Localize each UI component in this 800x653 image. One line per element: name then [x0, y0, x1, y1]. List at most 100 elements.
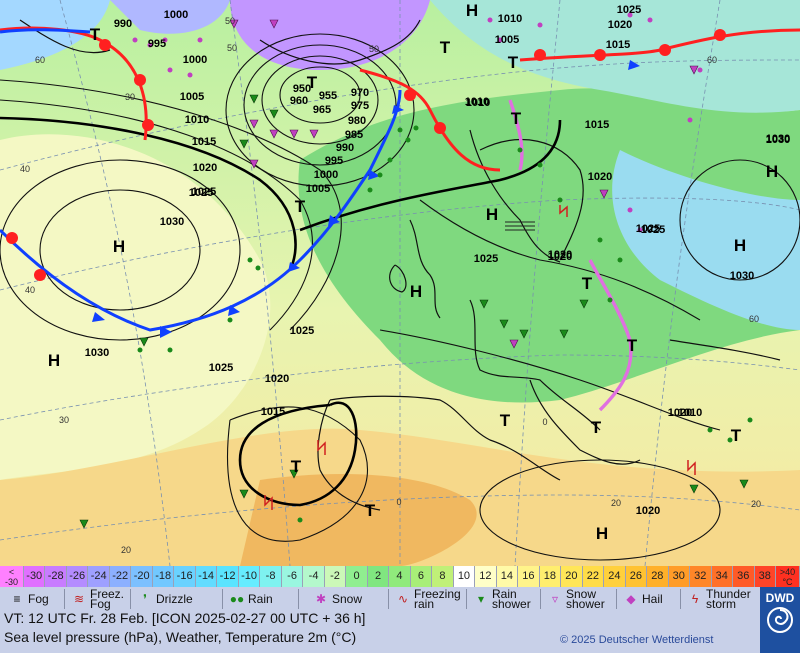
- hail-icon: ◆: [626, 592, 636, 606]
- pressure-label: 1020: [548, 249, 572, 261]
- legend-label: Thunder storm: [706, 587, 751, 611]
- coastlines: [19, 19, 781, 511]
- warm-front: [0, 26, 148, 141]
- fronts: [0, 26, 800, 412]
- scale-swatch: -26: [66, 566, 89, 587]
- pressure-labels: 990 1000 995 1000 1005 1010 1015 1020 10…: [85, 4, 790, 517]
- isobar: [0, 159, 241, 341]
- scale-swatch: 24: [604, 566, 626, 587]
- pressure-label: 1020: [265, 373, 289, 385]
- snow-icon: ✱: [315, 592, 327, 606]
- europe-green-zone: [298, 88, 800, 403]
- scale-swatch: -24: [88, 566, 110, 587]
- pressure-label: 1020: [588, 171, 612, 183]
- graticule: [0, 0, 800, 566]
- scale-swatch: 18: [539, 566, 562, 587]
- pressure-label: 955: [319, 90, 337, 102]
- scale-swatch: 26: [625, 566, 648, 587]
- low-center: T: [440, 38, 451, 57]
- scale-swatch: -28: [45, 566, 67, 587]
- pressure-label: 1015: [261, 406, 285, 418]
- pressure-label: 995: [148, 38, 166, 50]
- pressure-label: 1020: [193, 162, 217, 174]
- legend-fog: ≡ Fog: [6, 589, 49, 609]
- scale-swatch: -18: [152, 566, 175, 587]
- isobar-thick: [0, 116, 297, 271]
- legend-rain: ●● Rain: [226, 589, 273, 609]
- high-center: H: [766, 162, 778, 181]
- pressure-label: 1020: [668, 407, 692, 419]
- snow-symbols: [132, 12, 703, 233]
- weather-legend: ≡ Fog ≋ Freez. Fog ❜ Drizzle ●● Rain ✱ Sn…: [0, 587, 760, 611]
- pressure-label: 975: [351, 100, 369, 112]
- ireland-coast: [389, 264, 407, 293]
- scale-swatch: -8: [260, 566, 282, 587]
- legend-label: Fog: [28, 592, 49, 606]
- scale-swatch: 36: [733, 566, 755, 587]
- pressure-label: 980: [348, 115, 366, 127]
- temp-label: 50: [369, 44, 379, 54]
- isobar-thick: [238, 401, 358, 507]
- temp-label: 0: [396, 497, 401, 507]
- greenland-coast: [259, 19, 421, 65]
- pressure-label: 1000: [314, 169, 338, 181]
- snow-shower-icon: ▿: [551, 592, 559, 606]
- rain-shower-symbols: [79, 94, 749, 529]
- cold-front: [0, 28, 91, 34]
- pressure-label: 950: [293, 83, 311, 95]
- scale-swatch: 22: [582, 566, 605, 587]
- pressure-label: 1020: [636, 505, 660, 517]
- legend-label: Snow: [332, 592, 363, 606]
- legend-label: Rain: [248, 592, 273, 606]
- scale-swatch: 4: [389, 566, 411, 587]
- legend-snow-shower: ▿ Snow shower: [544, 588, 605, 610]
- pressure-label: 995: [325, 155, 343, 167]
- scale-above-max: >40 °C: [776, 566, 800, 587]
- pressure-label: 1020: [608, 19, 632, 31]
- fog-icon: ≡: [13, 592, 21, 606]
- pressure-label: 1010: [465, 96, 489, 108]
- pressure-label: 970: [351, 87, 369, 99]
- legend-label: Rain shower: [492, 587, 531, 611]
- thunderstorm-icon: ϟ: [691, 592, 699, 606]
- legend-snow: ✱ Snow: [310, 589, 362, 609]
- high-center: H: [734, 236, 746, 255]
- dwd-swirl-icon: [767, 607, 793, 633]
- black-sea-coast: [669, 339, 781, 361]
- russia-cold-zone: [612, 150, 800, 330]
- britain-coast: [409, 219, 441, 319]
- pressure-label: 1015: [585, 119, 609, 131]
- pressure-label: 1025: [617, 4, 641, 16]
- pressure-label: 1030: [766, 134, 790, 146]
- pressure-label: 1030: [730, 270, 754, 282]
- scale-swatch: -14: [195, 566, 218, 587]
- isobar-thick: [299, 119, 562, 232]
- temp-label: 50: [225, 16, 235, 26]
- temperature-color-scale: < -30 >40 °C -30 -28 -26 -24 -22 -20 -18 -16 -14…: [0, 566, 800, 587]
- valid-time-line: VT: 12 UTC Fr. 28 Feb. [ICON 2025-02-27 …: [4, 610, 366, 626]
- temperature-labels: 40 40 30 30 20 20 20 50 60 60 60 50 50 0…: [20, 16, 761, 555]
- pressure-label: 1015: [606, 39, 630, 51]
- high-center: H: [48, 351, 60, 370]
- temp-label: 60: [707, 55, 717, 65]
- temp-label: 20: [751, 499, 761, 509]
- scale-swatch: 2: [367, 566, 390, 587]
- pressure-label: 990: [114, 18, 132, 30]
- occlusion: [508, 99, 524, 171]
- pressure-label: 1025: [474, 253, 498, 265]
- pressure-label: 1030: [160, 216, 184, 228]
- scale-swatch: -10: [238, 566, 261, 587]
- temp-label: 40: [20, 164, 30, 174]
- pressure-label: 965: [313, 104, 331, 116]
- temp-label: 60: [749, 314, 759, 324]
- pressure-centers: H H H H H H H H T T T T T T T T T T T T …: [48, 1, 778, 543]
- pressure-label: 1020: [548, 251, 572, 263]
- legend-freez-fog: ≋ Freez. Fog: [68, 588, 124, 610]
- low-center: T: [508, 53, 519, 72]
- isobar: [0, 99, 313, 331]
- pressure-label: 1010: [466, 97, 490, 109]
- snow-shower-symbols: [229, 19, 699, 349]
- isobar: [243, 44, 397, 166]
- scale-swatch: 12: [475, 566, 497, 587]
- pressure-label: 1010: [678, 407, 702, 419]
